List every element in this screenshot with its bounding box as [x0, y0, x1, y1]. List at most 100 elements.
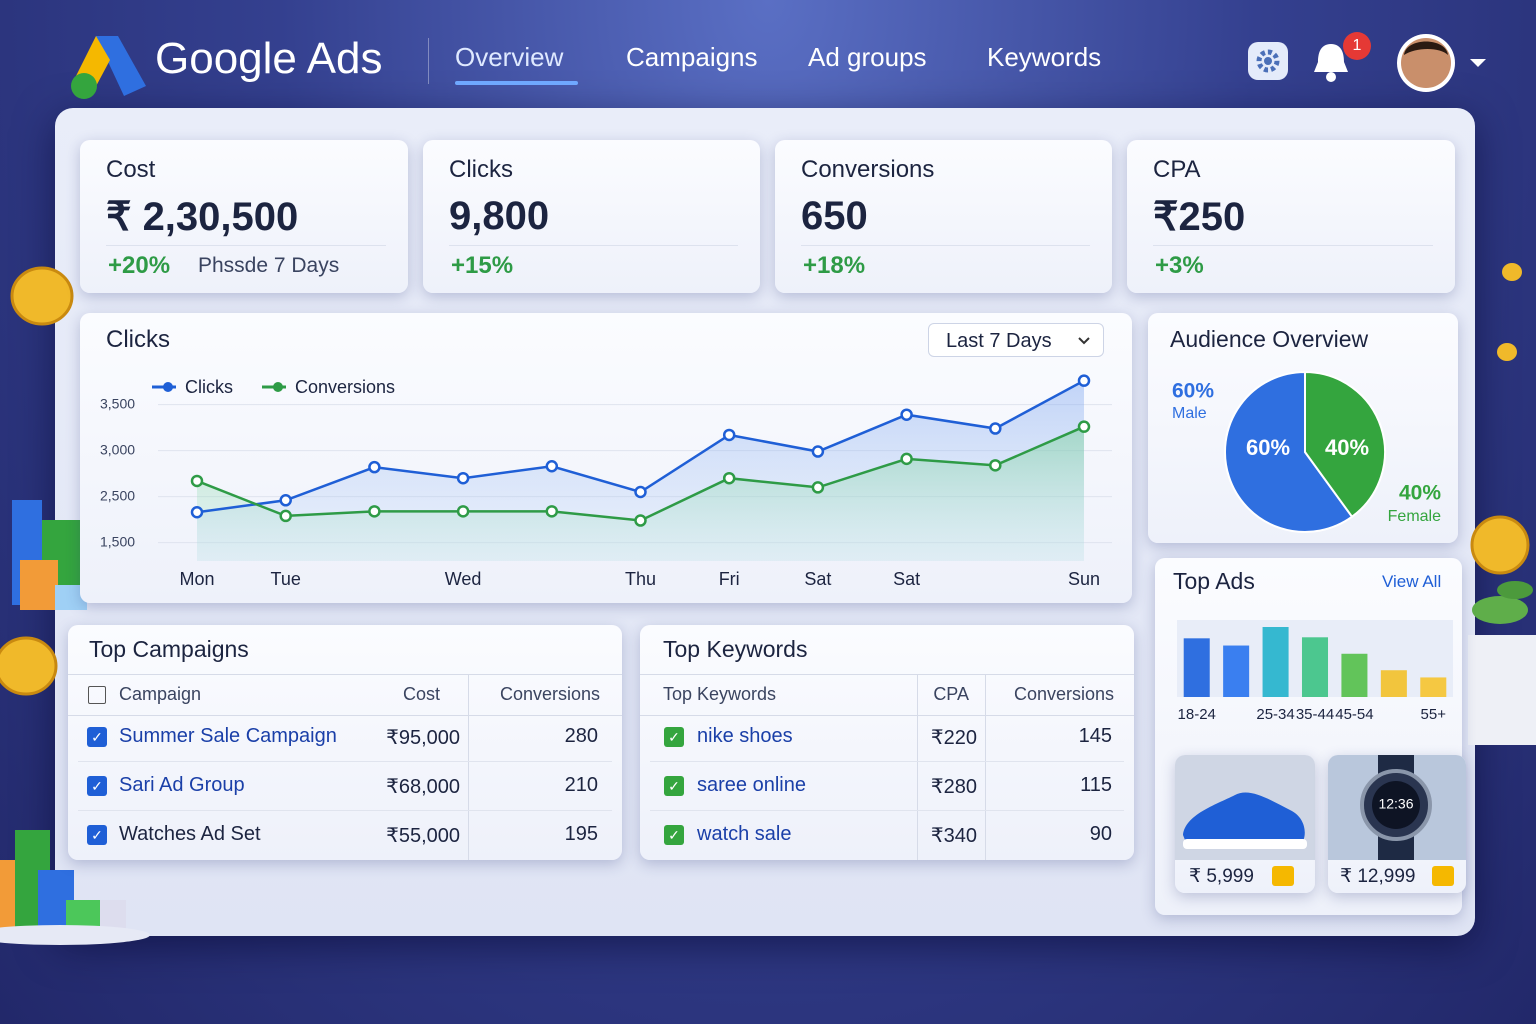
divider — [428, 38, 429, 84]
nav-item[interactable]: Keywords — [987, 42, 1102, 72]
point — [989, 422, 1002, 435]
row-conversions: 115 — [1080, 774, 1112, 796]
row-name[interactable]: saree online — [697, 774, 806, 796]
bar — [1341, 653, 1368, 697]
point — [456, 471, 470, 485]
row-line — [78, 761, 612, 762]
pie-slice — [1304, 370, 1386, 519]
coin — [10, 266, 74, 326]
x-tick-label: Fri — [719, 569, 740, 589]
product-card[interactable]: ₹ 5,999 — [1175, 755, 1315, 893]
slice-label: 60% — [1246, 435, 1290, 460]
row-checkbox[interactable]: ✓ — [664, 727, 684, 747]
product-image — [1175, 755, 1315, 860]
row-name[interactable]: Watches Ad Set — [119, 823, 261, 845]
kpi-card: Cost ₹ 2,30,500 +20% Phssde 7 Days — [80, 140, 408, 293]
row-checkbox[interactable]: ✓ — [664, 776, 684, 796]
point — [190, 474, 204, 488]
point — [545, 459, 559, 473]
row-checkbox[interactable]: ✓ — [87, 727, 107, 747]
x-tick-label: 25-34 — [1256, 706, 1294, 723]
x-tick-label: 35-44 — [1296, 706, 1334, 723]
bar — [1223, 645, 1250, 697]
area — [197, 426, 1084, 561]
y-tick-label: 1,500 — [100, 533, 135, 549]
kpi-change: +3% — [1155, 252, 1204, 279]
row-conversions: 280 — [564, 725, 598, 747]
column-header: Cost — [402, 684, 440, 704]
clicks-chart: 1,500 2,500 3,000 3,500 Clicks Conversions Mon… — [100, 374, 1112, 589]
brand-name: Google Ads — [155, 34, 383, 83]
legend-label: Conversions — [295, 377, 395, 397]
legend-label: Female — [1388, 508, 1441, 525]
row-line — [650, 761, 1124, 762]
nav-item[interactable]: Overview — [455, 42, 564, 72]
panel-title: Clicks — [106, 326, 170, 353]
row-conversions: 195 — [564, 823, 598, 845]
row-cost: ₹55,000 — [386, 825, 460, 847]
legend-value: 40% — [1399, 482, 1441, 505]
point — [368, 505, 381, 518]
kpi-period: Phssde 7 Days — [198, 254, 340, 277]
point — [368, 460, 381, 474]
kpi-value: ₹ 2,30,500 — [106, 195, 299, 239]
pie-slice — [1224, 370, 1354, 533]
header-row-line — [640, 715, 1134, 716]
x-tick-label: Sat — [804, 569, 831, 589]
notification-badge: 1 — [1343, 32, 1371, 60]
account-menu[interactable] — [1396, 33, 1492, 95]
point — [811, 481, 825, 494]
column-divider — [917, 674, 918, 860]
kpi-label: Clicks — [449, 156, 513, 183]
point — [545, 505, 559, 518]
coin — [1470, 515, 1530, 575]
notifications-button[interactable] — [1310, 40, 1352, 84]
kpi-label: Conversions — [801, 156, 935, 183]
point — [900, 452, 913, 466]
view-all-link[interactable]: View All — [1382, 572, 1442, 591]
bar — [1262, 627, 1289, 697]
age-chart: 18-24 25-34 35-44 45-54 55+ — [1177, 620, 1453, 723]
row-name[interactable]: nike shoes — [697, 725, 793, 747]
kpi-divider — [449, 245, 738, 246]
active-underline — [455, 81, 578, 85]
row-name[interactable]: watch sale — [697, 823, 792, 845]
point — [1077, 420, 1091, 433]
y-tick-label: 3,500 — [100, 395, 135, 411]
legend-label: Male — [1172, 405, 1207, 422]
top-campaigns-panel — [68, 625, 622, 860]
column-header: Campaign — [119, 684, 202, 704]
row-checkbox[interactable]: ✓ — [87, 776, 107, 796]
x-tick-label: 45-54 — [1335, 706, 1373, 723]
y-tick-label: 2,500 — [100, 487, 135, 503]
x-tick-label: Mon — [179, 569, 214, 589]
kpi-value: 9,800 — [449, 194, 550, 238]
coin — [0, 636, 58, 696]
row-cost: ₹95,000 — [386, 727, 460, 749]
panel-title: Audience Overview — [1170, 326, 1369, 352]
row-line — [78, 810, 612, 811]
row-cost: ₹340 — [930, 825, 977, 847]
kpi-card: CPA ₹250 +3% — [1127, 140, 1455, 293]
row-checkbox[interactable]: ✓ — [664, 825, 684, 845]
kpi-divider — [801, 245, 1090, 246]
row-checkbox[interactable]: ✓ — [87, 825, 107, 845]
price-tag-icon — [1432, 866, 1454, 886]
kpi-card: Conversions 650 +18% — [775, 140, 1112, 293]
legend-swatch — [273, 382, 283, 392]
column-header: Top Keywords — [663, 684, 777, 704]
settings-button[interactable] — [1248, 42, 1288, 80]
slice-label: 40% — [1325, 435, 1369, 460]
row-name[interactable]: Summer Sale Campaign — [119, 725, 337, 747]
select-all-checkbox[interactable] — [88, 686, 106, 704]
nav-item[interactable]: Campaigns — [626, 42, 758, 72]
product-price: ₹ 5,999 — [1189, 866, 1254, 887]
product-card[interactable]: 12:36 ₹ 12,999 — [1328, 755, 1466, 893]
legend-swatch — [163, 382, 173, 392]
x-tick-label: 55+ — [1421, 706, 1447, 723]
row-cost: ₹68,000 — [386, 776, 460, 798]
nav-item[interactable]: Ad groups — [808, 42, 927, 72]
row-name[interactable]: Sari Ad Group — [119, 774, 245, 796]
date-range-dropdown[interactable]: Last 7 Days — [928, 323, 1104, 357]
